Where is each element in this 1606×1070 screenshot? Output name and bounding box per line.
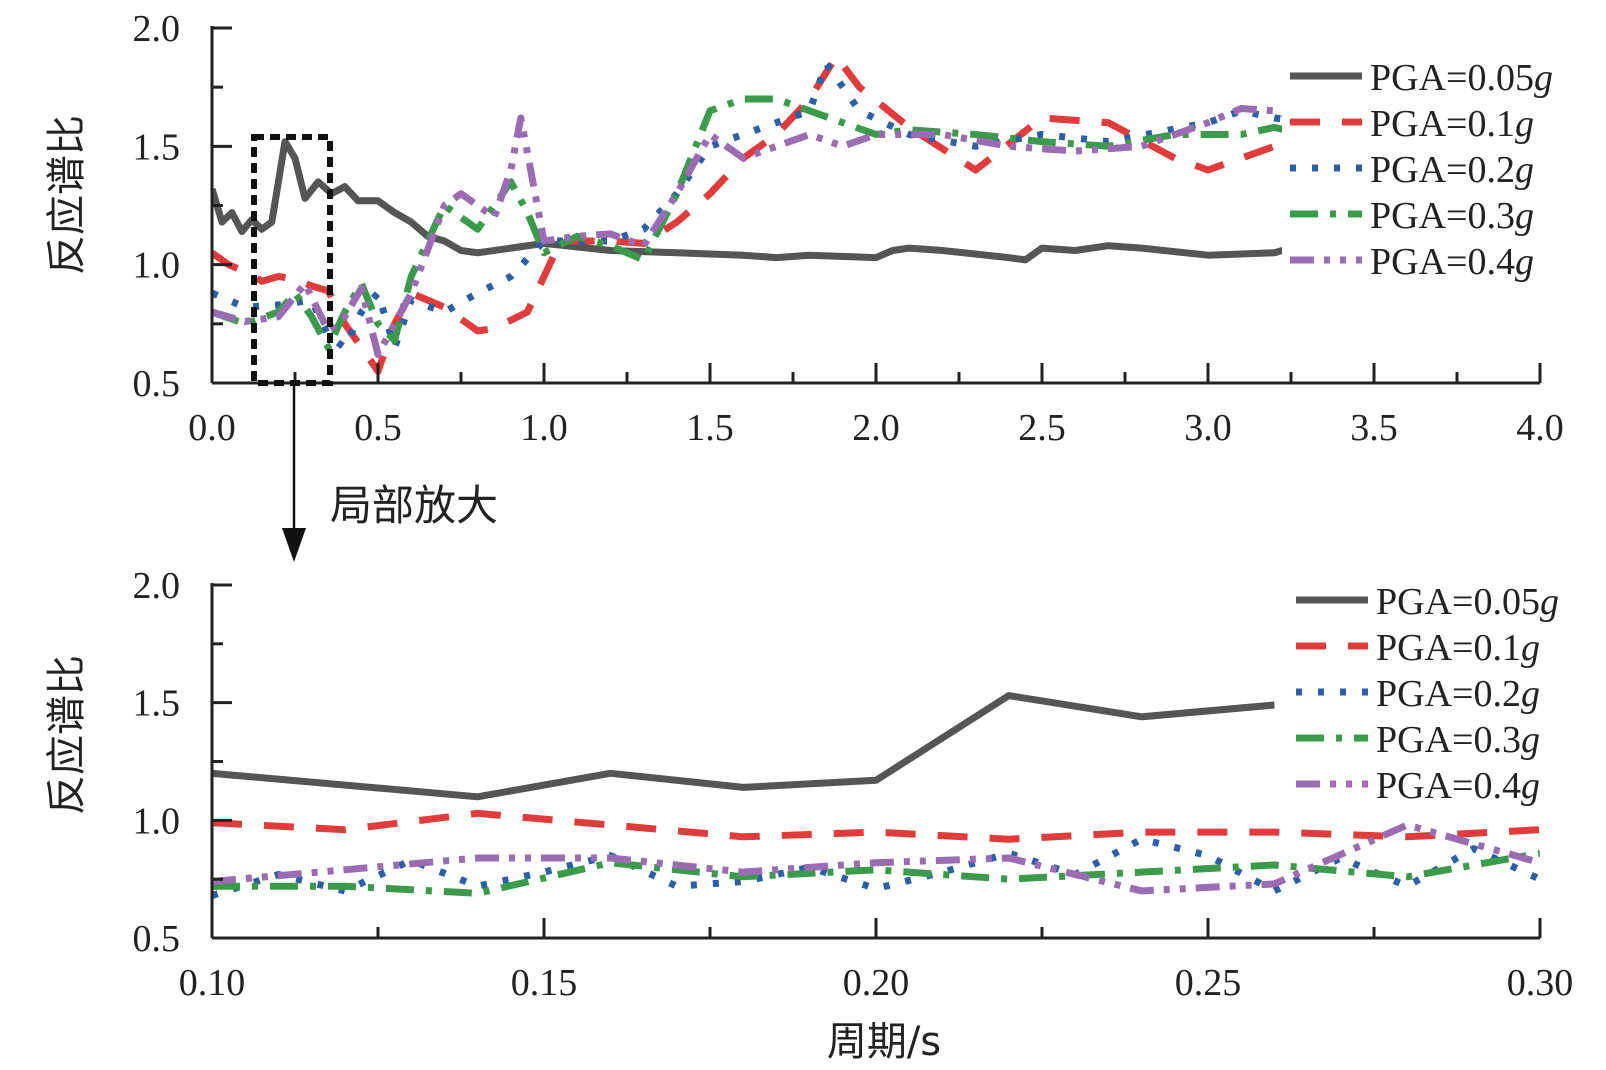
legend-background	[1282, 52, 1544, 290]
series-line-pga-0_1	[212, 809, 1540, 843]
legend-label: PGA=0.4g	[1370, 241, 1534, 283]
y-tick-label: 2.0	[133, 8, 181, 50]
x-tick-label: 1.0	[520, 407, 568, 449]
y-tick-label: 1.0	[133, 800, 181, 842]
series-line-pga-0_4	[212, 821, 1540, 895]
x-tick-label: 0.20	[843, 962, 910, 1004]
x-tick-label: 2.0	[852, 407, 900, 449]
y-axis-title: 反应谱比	[44, 115, 90, 275]
legend: PGA=0.05gPGA=0.1gPGA=0.2gPGA=0.3gPGA=0.4…	[1282, 52, 1553, 290]
y-tick-label: 1.5	[133, 126, 181, 168]
zoom-arrow-head	[282, 528, 306, 562]
bottom-panel: 0.10 0.15 0.20 0.25 0.30 0.5 1.0 1.5 2.0 反应谱比周期/s…	[44, 565, 1573, 1065]
x-tick-label: 1.5	[686, 407, 734, 449]
x-tick-label: 2.5	[1018, 407, 1066, 449]
legend-label: PGA=0.3g	[1370, 195, 1534, 237]
legend-label: PGA=0.05g	[1376, 581, 1559, 623]
series-line-pga-0_2	[212, 60, 1309, 351]
legend-label: PGA=0.3g	[1376, 719, 1540, 761]
x-axis-title: 周期/s	[827, 1019, 941, 1065]
series-line-pga-0_3	[212, 849, 1540, 897]
series-line-pga-0_1	[212, 52, 1309, 375]
zoom-annotation: 局部放大	[251, 134, 498, 562]
y-tick-label: 0.5	[133, 363, 181, 405]
y-tick-label: 1.0	[133, 245, 181, 287]
series-group	[212, 52, 1309, 375]
zoom-region-box	[251, 134, 333, 386]
y-tick-label: 1.5	[133, 683, 181, 725]
series-group	[212, 692, 1540, 899]
x-tick-label: 0.25	[1175, 962, 1242, 1004]
legend-label: PGA=0.1g	[1370, 103, 1534, 145]
y-tick-label: 0.5	[133, 918, 181, 960]
zoom-label: 局部放大	[330, 481, 498, 530]
legend-label: PGA=0.1g	[1376, 627, 1540, 669]
legend-background	[1288, 576, 1550, 814]
y-tick-label: 2.0	[133, 565, 181, 607]
top-panel: 0.0 0.5 1.0 1.5 2.0 2.5 3.0 3.5 4.00.51.01.52.0反…	[44, 8, 1564, 449]
legend-label: PGA=0.2g	[1370, 149, 1534, 191]
legend-label: PGA=0.2g	[1376, 673, 1540, 715]
y-axis-title: 反应谱比	[44, 655, 90, 815]
series-line-pga-0_05	[212, 138, 1309, 264]
x-tick-label: 0.0	[188, 407, 236, 449]
series-line-pga-0_05	[212, 692, 1275, 801]
x-tick-label: 3.5	[1350, 407, 1398, 449]
legend-label: PGA=0.05g	[1370, 57, 1553, 99]
legend: PGA=0.05gPGA=0.1gPGA=0.2gPGA=0.3gPGA=0.4…	[1288, 576, 1559, 814]
x-tick-label: 4.0	[1516, 407, 1564, 449]
x-tick-label: 0.10	[179, 962, 246, 1004]
series-line-pga-0_4	[212, 105, 1309, 359]
legend-label: PGA=0.4g	[1376, 765, 1540, 807]
x-tick-label: 0.5	[354, 407, 402, 449]
x-tick-label: 0.15	[511, 962, 578, 1004]
series-line-pga-0_3	[212, 95, 1309, 351]
x-tick-label: 0.30	[1507, 962, 1574, 1004]
x-tick-label: 3.0	[1184, 407, 1232, 449]
